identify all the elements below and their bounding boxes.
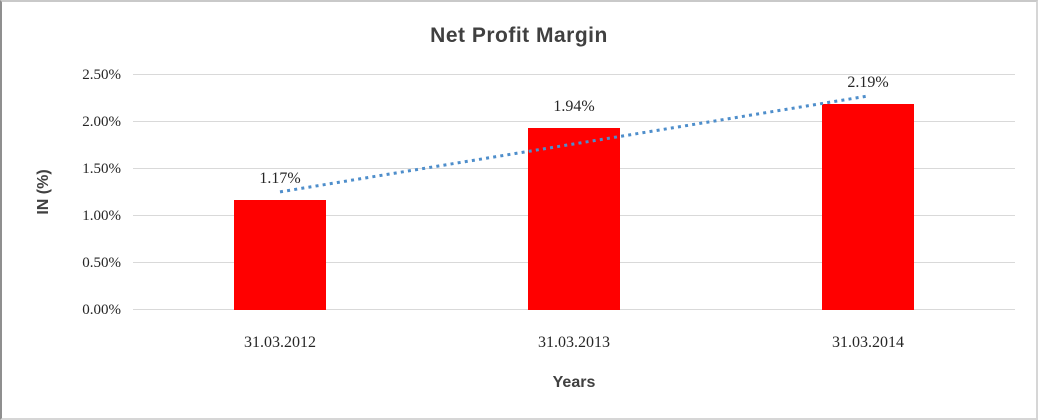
trendline [279,94,869,194]
data-label-31.03.2014: 2.19% [847,74,889,91]
x-tick-label: 31.03.2014 [832,334,904,351]
data-label-31.03.2012: 1.17% [259,170,301,187]
y-tick-label: 1.50% [82,161,121,177]
y-tick-label: 0.00% [82,302,121,318]
plot-area: 1.17% 1.94% 2.19% [133,74,1015,310]
x-tick-label: 31.03.2013 [538,334,610,351]
data-label-31.03.2013: 1.94% [553,98,595,115]
bar-31.03.2012 [234,200,326,310]
y-tick-label: 2.00% [82,114,121,130]
bar-31.03.2014 [822,104,914,310]
x-tick-label: 31.03.2012 [244,334,316,351]
gridline [133,121,1015,122]
bar-31.03.2013 [528,128,620,310]
y-tick-label: 1.00% [82,208,121,224]
chart-title: Net Profit Margin [430,24,608,47]
x-axis-title: Years [552,374,596,391]
trendline-layer [279,94,869,194]
y-tick-label: 2.50% [82,67,121,83]
gridline [133,74,1015,75]
y-tick-label: 0.50% [82,255,121,271]
